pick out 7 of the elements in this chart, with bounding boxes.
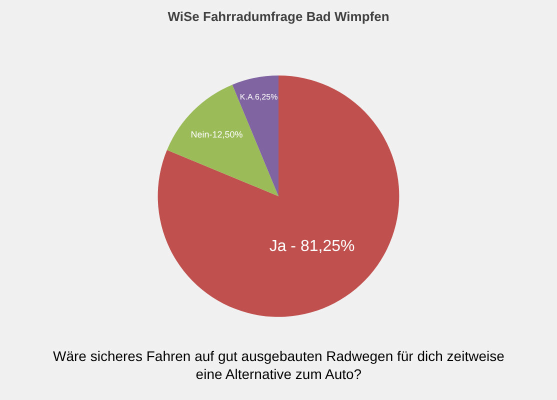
pie-slice	[166, 84, 278, 196]
chart-title: WiSe Fahrradumfrage Bad Wimpfen	[168, 9, 390, 24]
text: Wäre sicheres Fahren auf gut ausgebauten Radwegen für dich zeitweise eine Alternative zum Auto?	[53, 348, 505, 382]
slice-label: Nein-12,50%	[190, 129, 243, 140]
slice-label: Ja - 81,25%	[269, 238, 355, 255]
pie-slice	[158, 76, 400, 317]
slice-label: K.A.6,25%	[240, 92, 278, 102]
